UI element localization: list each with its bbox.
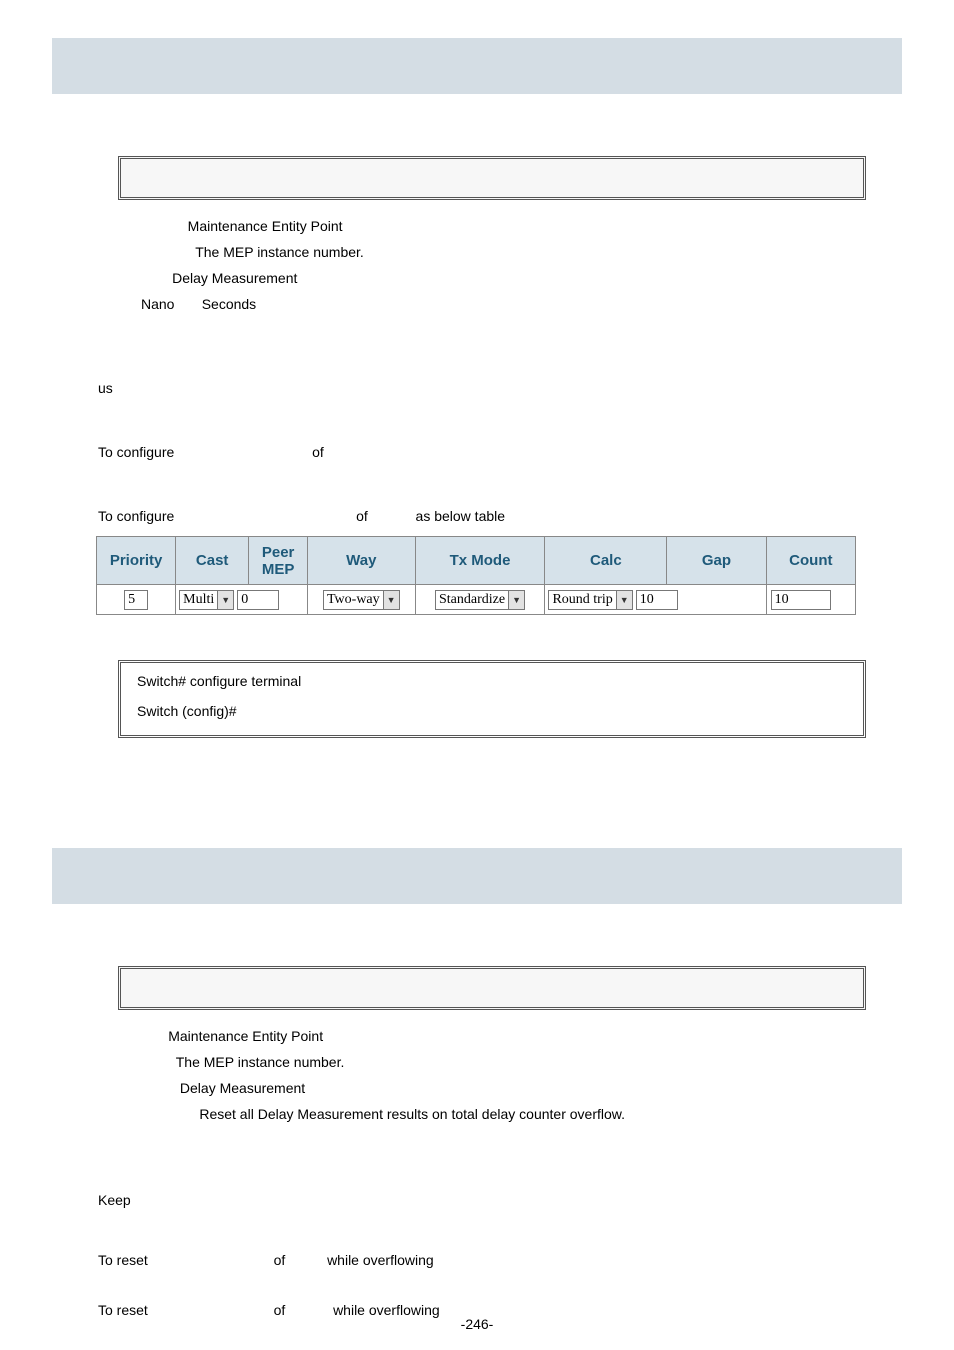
cell-calc-gap: Round trip ▼ 10 xyxy=(545,585,766,615)
text-us: us xyxy=(98,380,113,396)
txmode-value: Standardize xyxy=(436,591,508,609)
th-count: Count xyxy=(766,537,855,585)
priority-input[interactable]: 5 xyxy=(124,590,148,610)
fragment: of xyxy=(356,508,368,524)
cast-value: Multi xyxy=(180,591,217,609)
chevron-down-icon: ▼ xyxy=(616,591,632,609)
syntax-box-1 xyxy=(118,156,866,200)
text-configure-2: To configure of as below table xyxy=(98,508,505,524)
def-row: Reset all Delay Measurement results on t… xyxy=(141,1106,866,1122)
chevron-down-icon: ▼ xyxy=(217,591,233,609)
way-select[interactable]: Two-way ▼ xyxy=(323,590,400,610)
def-row: The MEP instance number. xyxy=(141,244,866,260)
cell-txmode: Standardize ▼ xyxy=(415,585,545,615)
count-input[interactable]: 10 xyxy=(771,590,831,610)
page-number: -246- xyxy=(0,1316,954,1332)
config-table: Priority Cast Peer MEP Way Tx Mode Calc … xyxy=(96,536,856,615)
fragment: To configure xyxy=(98,508,174,524)
top-banner xyxy=(52,38,902,94)
fragment: To reset xyxy=(98,1252,148,1268)
th-gap: Gap xyxy=(667,537,766,585)
gap-input[interactable]: 10 xyxy=(636,590,678,610)
calc-select[interactable]: Round trip ▼ xyxy=(548,590,632,610)
def-row: Delay Measurement xyxy=(141,270,866,286)
definition-block-1: Maintenance Entity Point The MEP instanc… xyxy=(141,218,866,322)
th-calc: Calc xyxy=(545,537,667,585)
calc-value: Round trip xyxy=(549,591,615,609)
way-value: Two-way xyxy=(324,591,383,609)
th-priority: Priority xyxy=(97,537,176,585)
cast-select[interactable]: Multi ▼ xyxy=(179,590,234,610)
table-row: 5 Multi ▼ 0 Two-way ▼ Stand xyxy=(97,585,856,615)
fragment: To configure xyxy=(98,444,174,460)
fragment: as below table xyxy=(416,508,506,524)
cell-way: Two-way ▼ xyxy=(308,585,416,615)
cli-line: Switch (config)# xyxy=(137,703,847,719)
syntax-box-2 xyxy=(118,966,866,1010)
th-peer: Peer MEP xyxy=(249,537,308,585)
cell-count: 10 xyxy=(766,585,855,615)
txmode-select[interactable]: Standardize ▼ xyxy=(435,590,525,610)
fragment: of xyxy=(312,444,324,460)
def-row: Delay Measurement xyxy=(141,1080,866,1096)
cli-line: Switch# configure terminal xyxy=(137,673,847,689)
def-row: Maintenance Entity Point xyxy=(141,1028,866,1044)
def-row: Maintenance Entity Point xyxy=(141,218,866,234)
th-way: Way xyxy=(308,537,416,585)
cell-priority: 5 xyxy=(97,585,176,615)
peer-input[interactable]: 0 xyxy=(237,590,279,610)
text-configure-1: To configure of xyxy=(98,444,324,460)
th-cast: Cast xyxy=(176,537,249,585)
th-txmode: Tx Mode xyxy=(415,537,545,585)
fragment: while overflowing xyxy=(327,1252,434,1268)
text-keep: Keep xyxy=(98,1192,131,1208)
mid-banner xyxy=(52,848,902,904)
chevron-down-icon: ▼ xyxy=(383,591,399,609)
definition-block-2: Maintenance Entity Point The MEP instanc… xyxy=(141,1028,866,1132)
text-reset-1: To reset of while overflowing xyxy=(98,1252,434,1268)
fragment: of xyxy=(274,1252,286,1268)
cell-cast-peer: Multi ▼ 0 xyxy=(176,585,308,615)
cli-box: Switch# configure terminal Switch (confi… xyxy=(118,660,866,738)
def-row: Nano Seconds xyxy=(141,296,866,312)
chevron-down-icon: ▼ xyxy=(508,591,524,609)
def-row: The MEP instance number. xyxy=(141,1054,866,1070)
